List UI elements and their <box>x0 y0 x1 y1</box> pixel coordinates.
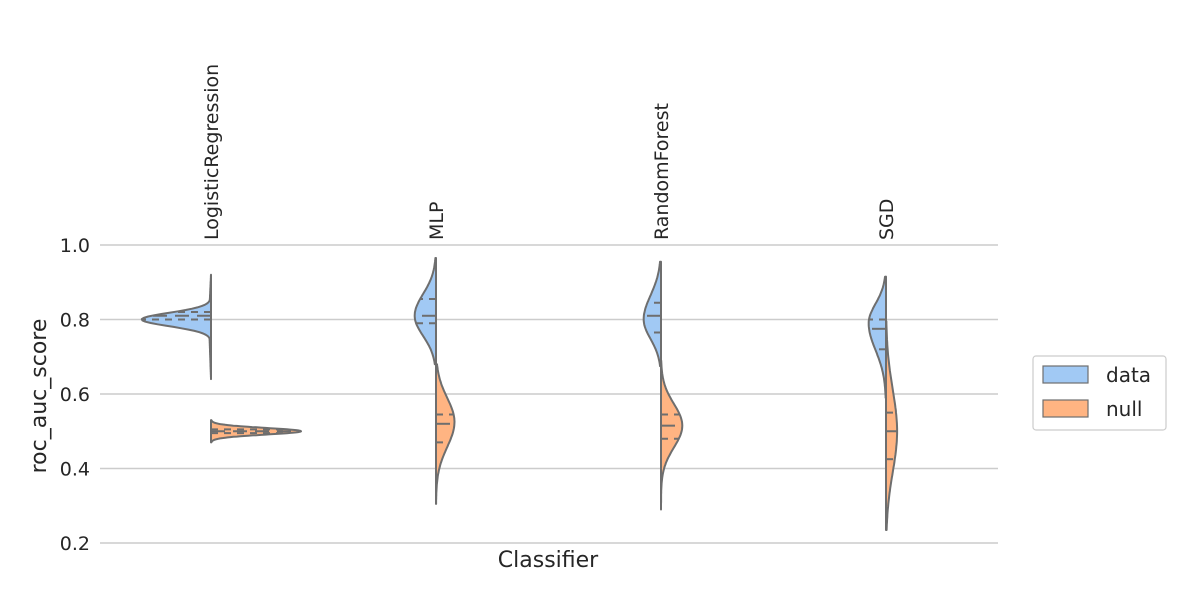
legend: data null <box>1032 355 1167 431</box>
violin-half-data <box>140 273 212 381</box>
y-tick-label: 0.4 <box>60 459 90 481</box>
violin-half-null <box>885 320 899 531</box>
violin-half-data <box>867 275 887 399</box>
category-label: LogisticRegression <box>201 64 223 240</box>
category-label: MLP <box>426 202 448 240</box>
y-tick-label: 1.0 <box>60 235 90 257</box>
category-label: SGD <box>876 199 898 240</box>
violin-half-null <box>435 363 456 505</box>
gridlines <box>100 244 998 544</box>
violin-half-data <box>413 257 437 366</box>
legend-swatch-data <box>1042 365 1089 384</box>
y-tick-labels: 0.2 0.4 0.6 0.8 1.0 <box>60 235 90 555</box>
x-axis-label: Classifier <box>498 548 599 573</box>
y-tick-label: 0.6 <box>60 384 90 406</box>
y-axis-label: roc_auc_score <box>27 319 52 474</box>
legend-swatch-null <box>1042 399 1089 418</box>
legend-label-null: null <box>1106 397 1142 421</box>
violins <box>140 257 899 531</box>
y-tick-label: 0.2 <box>60 533 90 555</box>
violin-half-null <box>660 359 684 511</box>
violin-half-data <box>642 260 662 368</box>
category-labels: LogisticRegression MLP RandomForest SGD <box>201 64 898 240</box>
y-tick-label: 0.8 <box>60 310 90 332</box>
category-label: RandomForest <box>651 103 673 240</box>
legend-label-data: data <box>1106 363 1151 387</box>
